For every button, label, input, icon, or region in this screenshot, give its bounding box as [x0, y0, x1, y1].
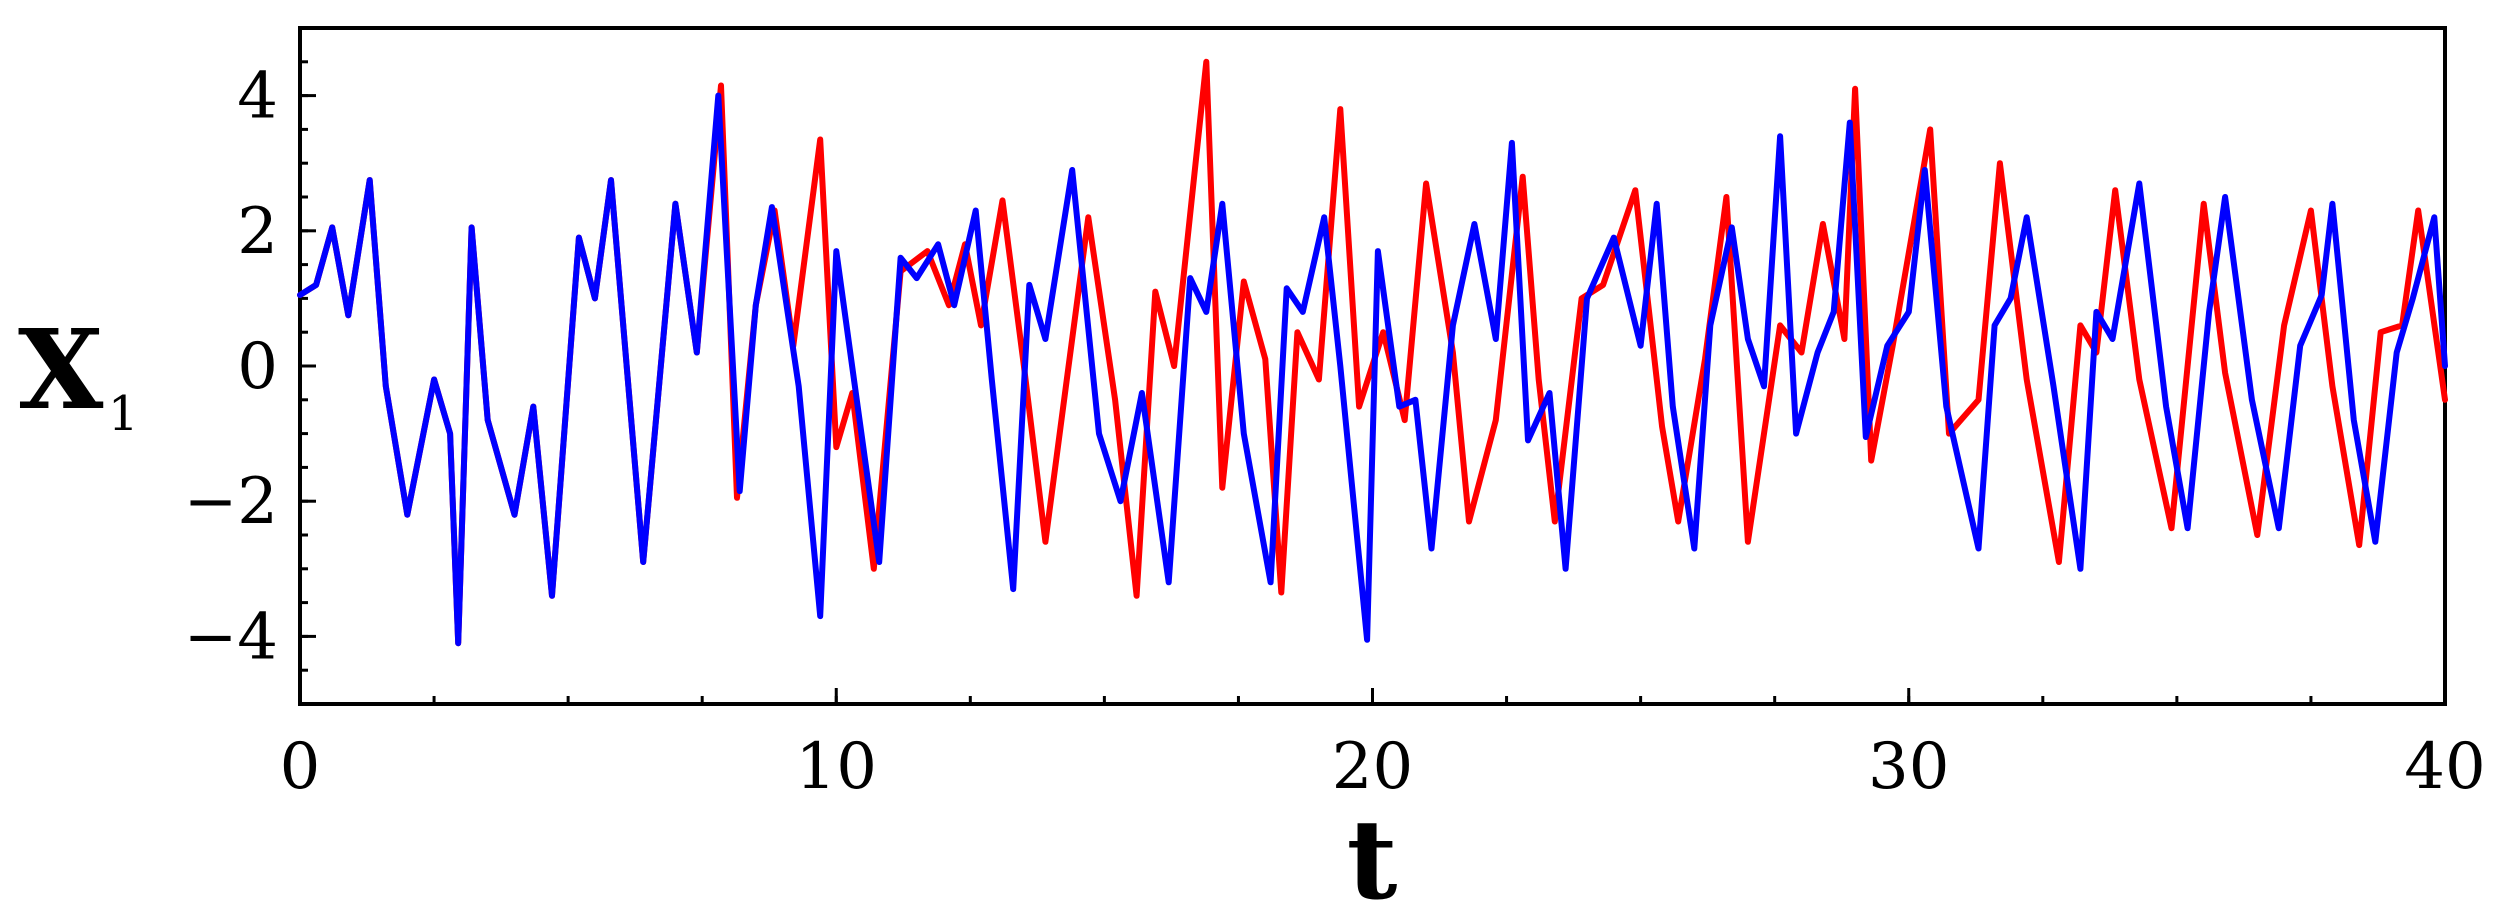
- y-axis-title-subscript: 1: [108, 386, 139, 442]
- y-axis-title: X: [18, 305, 104, 434]
- series-line-2: [297, 92, 2448, 647]
- x-tick-label: 10: [796, 730, 877, 804]
- y-tick-label: 4: [237, 60, 278, 134]
- series-layer: [297, 58, 2448, 647]
- x-tick-labels: 0 10 20 30 40: [280, 730, 2486, 804]
- y-tick-label: −2: [184, 465, 278, 539]
- x-tick-label: 40: [2404, 730, 2485, 804]
- y-tick-labels: −4 −2 0 2 4: [184, 60, 278, 675]
- x-tick-label: 20: [1332, 730, 1413, 804]
- major-ticks: [298, 94, 2447, 704]
- x-tick-label: 0: [280, 730, 321, 804]
- y-tick-label: 2: [237, 195, 278, 269]
- y-tick-label: 0: [237, 330, 278, 404]
- x-tick-label: 30: [1868, 730, 1949, 804]
- x-axis-title: t: [1347, 795, 1398, 916]
- y-tick-label: −4: [184, 600, 278, 674]
